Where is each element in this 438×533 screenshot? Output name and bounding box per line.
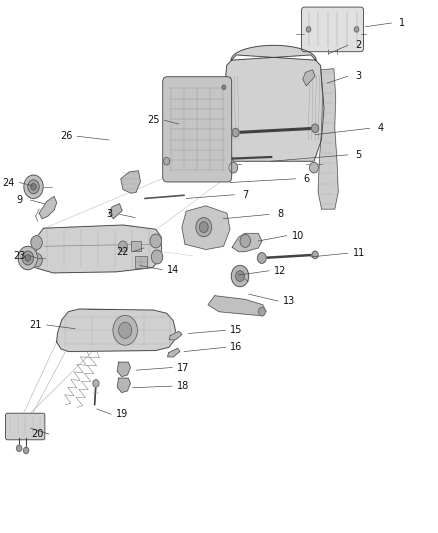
Circle shape (24, 447, 29, 454)
Circle shape (236, 271, 244, 281)
Circle shape (93, 379, 99, 387)
Circle shape (240, 235, 251, 247)
Text: 18: 18 (177, 381, 189, 391)
Text: 2: 2 (356, 41, 362, 50)
Circle shape (22, 251, 34, 265)
Polygon shape (223, 45, 324, 161)
Polygon shape (39, 196, 57, 219)
Circle shape (222, 85, 226, 90)
Circle shape (164, 158, 170, 165)
Text: 16: 16 (230, 342, 243, 352)
Circle shape (119, 241, 127, 252)
Circle shape (17, 445, 22, 451)
Bar (131, 241, 141, 251)
Circle shape (196, 217, 212, 237)
FancyBboxPatch shape (163, 77, 232, 182)
Polygon shape (35, 225, 162, 273)
Circle shape (306, 27, 311, 32)
Circle shape (232, 128, 239, 137)
Text: 6: 6 (303, 174, 309, 184)
Polygon shape (167, 349, 180, 357)
Text: 19: 19 (116, 409, 128, 419)
Bar (135, 256, 148, 268)
Text: 4: 4 (378, 123, 384, 133)
Text: 5: 5 (356, 150, 362, 160)
Circle shape (18, 246, 37, 270)
Circle shape (354, 27, 359, 32)
Circle shape (152, 250, 163, 264)
Polygon shape (208, 296, 266, 316)
Circle shape (119, 322, 132, 338)
Polygon shape (318, 69, 338, 209)
Text: 7: 7 (242, 190, 248, 200)
Text: 1: 1 (399, 18, 406, 28)
Polygon shape (117, 362, 131, 376)
FancyBboxPatch shape (6, 413, 45, 440)
Text: 13: 13 (283, 296, 295, 306)
Text: 8: 8 (277, 209, 283, 220)
Circle shape (31, 236, 42, 249)
Text: 3: 3 (106, 209, 112, 220)
Circle shape (113, 316, 138, 345)
Circle shape (28, 180, 39, 193)
Text: 24: 24 (3, 177, 15, 188)
Circle shape (229, 163, 237, 173)
Circle shape (31, 183, 36, 190)
Text: 17: 17 (177, 362, 189, 373)
Circle shape (24, 175, 43, 198)
Text: 22: 22 (116, 247, 128, 256)
Circle shape (312, 251, 318, 259)
Polygon shape (303, 70, 315, 86)
Circle shape (258, 308, 265, 316)
Text: 9: 9 (16, 195, 22, 205)
Text: 11: 11 (353, 248, 365, 258)
Polygon shape (117, 378, 131, 392)
Circle shape (25, 255, 31, 261)
Text: 10: 10 (292, 231, 304, 241)
Circle shape (150, 234, 162, 248)
Polygon shape (57, 309, 175, 352)
Polygon shape (121, 171, 141, 193)
Circle shape (310, 163, 318, 173)
Polygon shape (169, 332, 182, 340)
Polygon shape (232, 233, 262, 252)
Text: 20: 20 (32, 429, 44, 439)
FancyBboxPatch shape (301, 7, 364, 52)
Text: 25: 25 (147, 115, 160, 125)
Circle shape (311, 124, 318, 133)
Circle shape (258, 253, 266, 263)
Text: 14: 14 (167, 265, 179, 274)
Circle shape (231, 265, 249, 287)
Circle shape (199, 222, 208, 232)
Text: 21: 21 (29, 320, 42, 330)
Text: 12: 12 (274, 266, 286, 276)
Text: 3: 3 (356, 71, 362, 81)
Circle shape (31, 253, 42, 267)
Polygon shape (109, 204, 122, 219)
Text: 15: 15 (230, 325, 243, 335)
Text: 23: 23 (13, 251, 25, 261)
Text: 26: 26 (60, 131, 72, 141)
Polygon shape (182, 206, 230, 249)
